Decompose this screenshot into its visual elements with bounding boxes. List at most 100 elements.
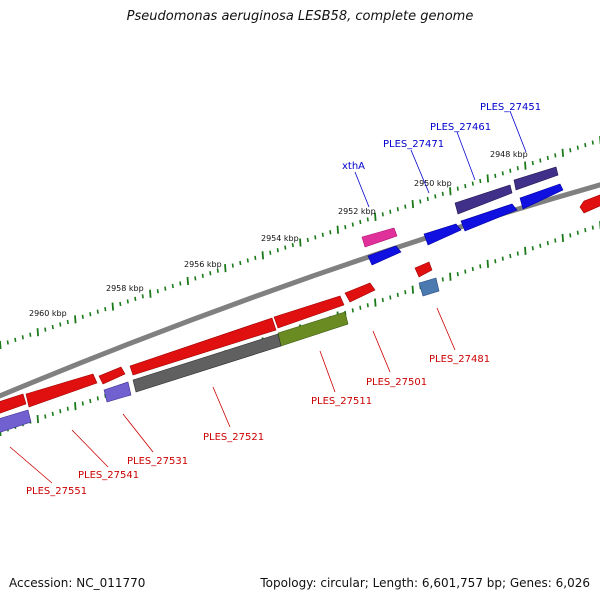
ruler-outer-tick	[209, 271, 212, 276]
ruler-outer-tick	[59, 322, 62, 327]
ruler-inner-tick	[509, 253, 512, 259]
gene-27511-red[interactable]	[273, 295, 345, 329]
leader-27451	[509, 110, 527, 153]
ruler-outer-tick	[104, 307, 107, 312]
leader-27511	[319, 350, 336, 393]
ruler-outer-tick	[44, 327, 47, 332]
ruler-outer-tick	[449, 187, 452, 196]
ruler-outer-tick	[171, 283, 174, 289]
gene-27471-a[interactable]	[367, 245, 402, 266]
gene-27471-b[interactable]	[423, 223, 462, 246]
label-ples-27531[interactable]: PLES_27531	[127, 456, 188, 467]
ruler-outer-tick	[479, 178, 482, 184]
ruler-outer-tick	[456, 186, 459, 191]
ruler-outer-tick	[134, 296, 137, 301]
ruler-inner-tick	[516, 251, 519, 256]
tick-label-2948: 2948 kbp	[490, 150, 528, 159]
gene-27481-b[interactable]	[418, 277, 440, 297]
ruler-outer-tick	[74, 315, 77, 324]
label-ples-27551[interactable]: PLES_27551	[26, 486, 87, 497]
ruler-outer-tick	[464, 184, 467, 189]
ruler-outer-tick	[66, 319, 69, 325]
ruler-layer	[0, 136, 600, 437]
label-xthA[interactable]: xthA	[342, 161, 365, 172]
ruler-outer-tick	[404, 204, 407, 209]
label-ples-27461[interactable]: PLES_27461	[430, 122, 491, 133]
gene-27521[interactable]	[132, 333, 282, 393]
ruler-outer-tick	[501, 171, 504, 176]
ruler-inner-tick	[81, 401, 84, 406]
label-ples-27511[interactable]: PLES_27511	[311, 396, 372, 407]
gene-27451-a[interactable]	[513, 166, 559, 191]
ruler-outer-tick	[291, 242, 294, 248]
label-ples-27521[interactable]: PLES_27521	[203, 432, 264, 443]
gene-27531[interactable]	[103, 381, 132, 403]
tick-label-2954: 2954 kbp	[261, 234, 299, 243]
gene-27551-red[interactable]	[0, 393, 27, 415]
ruler-outer-tick	[216, 268, 219, 273]
ruler-inner-tick	[464, 269, 467, 274]
tick-label-2952: 2952 kbp	[338, 207, 376, 216]
ruler-outer-tick	[126, 299, 129, 304]
genome-backbone	[0, 182, 600, 399]
ruler-outer-tick	[569, 148, 572, 153]
gene-edge-right[interactable]	[579, 194, 600, 214]
ruler-inner-tick	[539, 243, 542, 248]
label-ples-27481[interactable]: PLES_27481	[429, 354, 490, 365]
label-ples-27471[interactable]: PLES_27471	[383, 139, 444, 150]
ruler-outer-tick	[381, 212, 384, 217]
ruler-inner-tick	[96, 396, 99, 401]
ruler-inner-tick	[471, 266, 474, 272]
gene-27501[interactable]	[344, 282, 376, 303]
ruler-inner-tick	[359, 305, 362, 310]
ruler-inner-tick	[351, 308, 354, 313]
ruler-outer-tick	[156, 289, 159, 294]
ruler-outer-tick	[254, 255, 257, 260]
ruler-outer-tick	[314, 235, 317, 240]
ruler-outer-tick	[284, 245, 287, 250]
ruler-outer-tick	[509, 168, 512, 173]
ruler-outer-tick	[374, 212, 377, 221]
ruler-inner-tick	[374, 298, 377, 307]
ruler-outer-tick	[591, 140, 594, 145]
ruler-inner-tick	[51, 411, 54, 417]
ruler-outer-tick	[299, 238, 302, 247]
tick-label-2950: 2950 kbp	[414, 179, 452, 188]
ruler-inner-tick	[569, 233, 572, 238]
ruler-outer-tick	[554, 153, 557, 158]
gene-27541-red[interactable]	[25, 373, 98, 408]
ruler-inner-tick	[494, 259, 497, 264]
ruler-inner-tick	[561, 233, 564, 243]
label-ples-27541[interactable]: PLES_27541	[78, 470, 139, 481]
ruler-outer-tick	[0, 340, 2, 350]
ruler-outer-tick	[111, 302, 114, 311]
gene-27531-red[interactable]	[98, 366, 126, 385]
ruler-outer-tick	[434, 194, 437, 199]
ruler-inner-tick	[576, 230, 579, 235]
leader-27481	[436, 307, 456, 351]
gene-xthA[interactable]	[361, 227, 398, 248]
gene-27521-red[interactable]	[129, 317, 277, 376]
ruler-outer-tick	[441, 191, 444, 196]
ruler-outer-tick	[359, 219, 362, 225]
ruler-outer-tick	[561, 148, 564, 157]
gene-27461-b[interactable]	[460, 203, 518, 232]
gene-27461-a[interactable]	[454, 184, 513, 215]
leader-27461	[456, 131, 476, 181]
ruler-outer-tick	[186, 276, 189, 286]
ruler-outer-tick	[246, 258, 249, 263]
label-layer: PLES_27451 PLES_27461 PLES_27471 xthA PL…	[9, 102, 541, 497]
gene-27481-a[interactable]	[414, 261, 433, 278]
label-ples-27451[interactable]: PLES_27451	[480, 102, 541, 113]
backbone-layer	[0, 182, 600, 399]
label-ples-27501[interactable]: PLES_27501	[366, 377, 427, 388]
gene-27451-b[interactable]	[519, 183, 564, 210]
ruler-outer-tick	[261, 251, 264, 260]
ruler-inner-tick	[449, 272, 452, 281]
ruler-outer-tick	[96, 309, 99, 314]
gene-27551[interactable]	[0, 409, 32, 434]
tick-label-2958: 2958 kbp	[106, 284, 144, 293]
leader-27521	[212, 386, 231, 428]
ruler-outer-tick	[269, 250, 272, 255]
